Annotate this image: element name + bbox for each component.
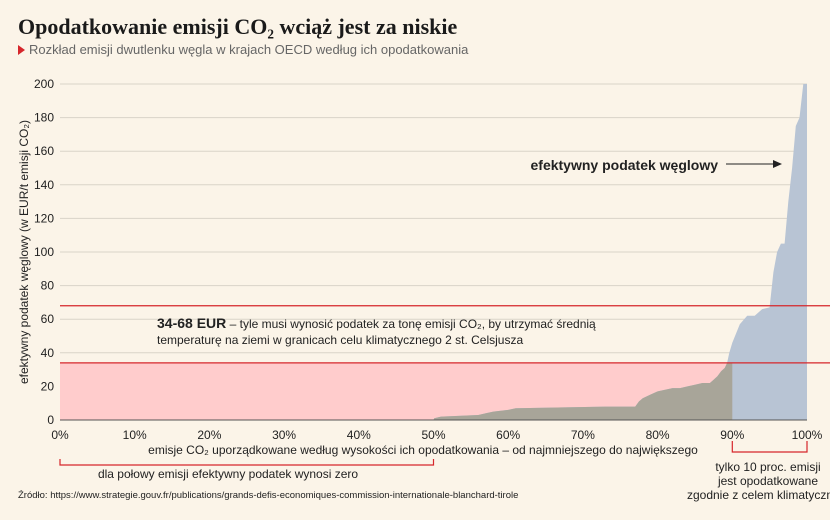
x-tick-label: 70%: [571, 428, 595, 442]
y-tick-label: 140: [34, 178, 54, 192]
y-tick-label: 100: [34, 245, 54, 259]
x-tick-label: 10%: [123, 428, 147, 442]
x-tick-label: 80%: [646, 428, 670, 442]
y-tick-label: 0: [47, 413, 54, 427]
top10-annotation-line-1: tylko 10 proc. emisji: [715, 460, 820, 474]
x-tick-label: 100%: [792, 428, 823, 442]
y-tick-label: 120: [34, 211, 54, 225]
top10-annotation-line-2: jest opodatkowane: [717, 474, 818, 488]
source-note: Źródło: https://www.strategie.gouv.fr/pu…: [18, 490, 519, 501]
red-triangle-icon: [18, 45, 25, 55]
y-tick-label: 40: [41, 346, 55, 360]
y-tick-label: 180: [34, 111, 54, 125]
band-annotation-line-2: temperaturę na ziemi w granicach celu kl…: [157, 333, 523, 347]
chart-title: Opodatkowanie emisji CO₂ wciąż jest za n…: [18, 14, 458, 39]
series-arrow-head: [773, 160, 782, 168]
y-tick-label: 160: [34, 144, 54, 158]
x-tick-label: 0%: [51, 428, 69, 442]
area-band-overlap: [60, 362, 733, 420]
x-tick-label: 90%: [720, 428, 744, 442]
band-annotation-text: – tyle musi wynosić podatek za tonę emis…: [226, 317, 596, 331]
subtitle-text: Rozkład emisji dwutlenku węgla w krajach…: [29, 42, 469, 57]
band-annotation: 34-68 EUR – tyle musi wynosić podatek za…: [157, 315, 596, 331]
x-axis-title: emisje CO₂ uporządkowane według wysokośc…: [148, 443, 698, 457]
x-tick-label: 20%: [197, 428, 221, 442]
band-value-label: 34-68 EUR: [157, 315, 226, 331]
half-bracket: [59, 459, 435, 466]
x-tick-label: 60%: [496, 428, 520, 442]
half-zero-annotation: dla połowy emisji efektywny podatek wyno…: [98, 467, 358, 481]
y-tick-label: 200: [34, 77, 54, 91]
y-tick-label: 80: [41, 279, 55, 293]
x-tick-label: 40%: [347, 428, 371, 442]
x-tick-label: 50%: [421, 428, 445, 442]
x-tick-label: 30%: [272, 428, 296, 442]
y-axis-title: efektywny podatek węglowy (w EUR/t emisj…: [17, 120, 31, 384]
top10-annotation-line-3: zgodnie z celem klimatycznym: [687, 488, 830, 502]
chart-subtitle: Rozkład emisji dwutlenku węgla w krajach…: [18, 42, 468, 57]
y-tick-label: 20: [41, 379, 55, 393]
y-tick-label: 60: [41, 312, 55, 326]
top10-bracket: [731, 441, 808, 453]
series-label: efektywny podatek węglowy: [531, 157, 719, 173]
